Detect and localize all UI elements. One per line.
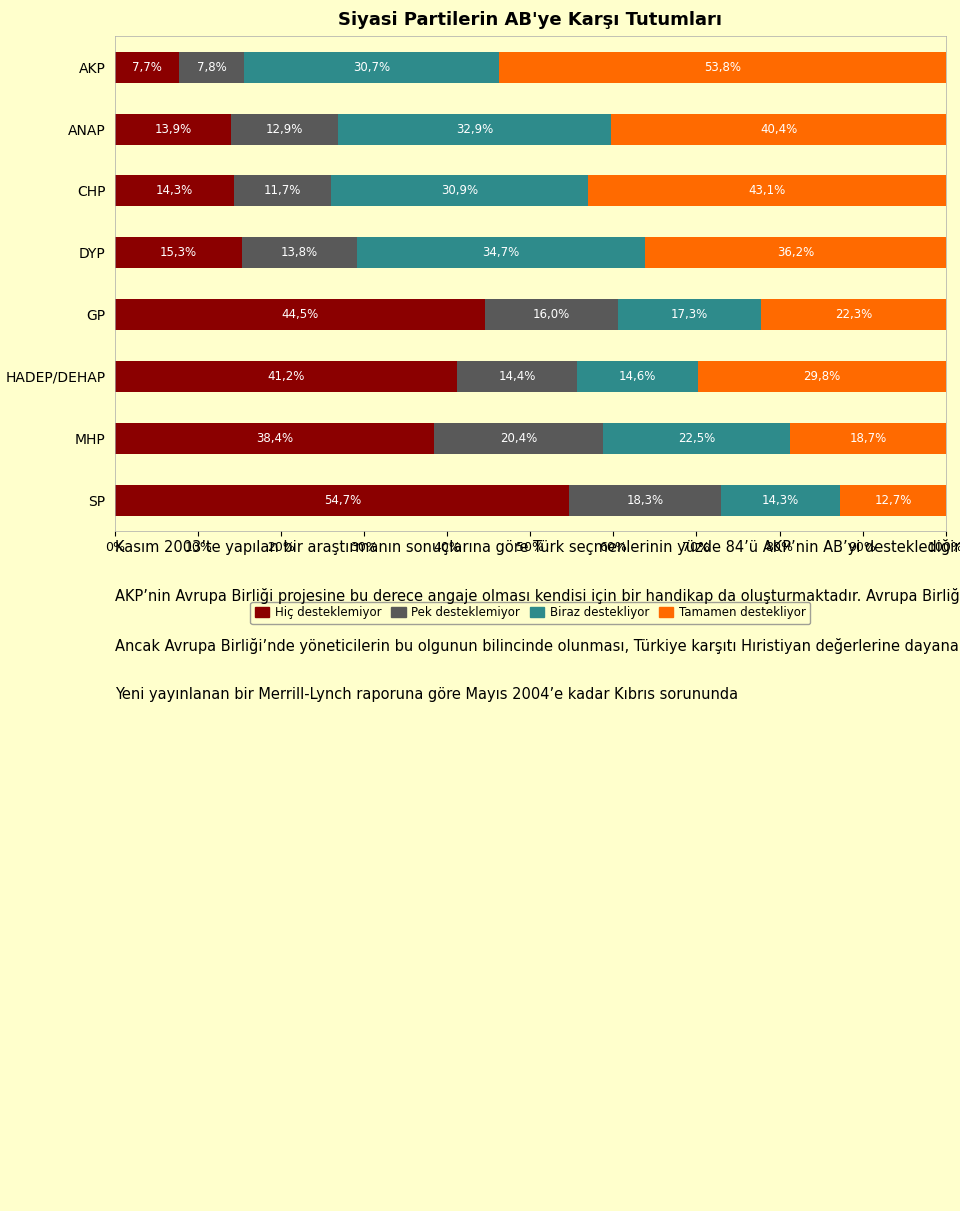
Bar xyxy=(115,299,485,331)
Bar xyxy=(115,423,434,454)
Bar xyxy=(645,237,946,268)
Bar xyxy=(338,114,611,144)
Text: 14,3%: 14,3% xyxy=(762,494,800,506)
Bar xyxy=(457,361,577,392)
Bar xyxy=(115,469,946,530)
Text: 14,4%: 14,4% xyxy=(498,369,536,383)
Text: 16,0%: 16,0% xyxy=(533,308,570,321)
Bar xyxy=(115,160,946,222)
Bar xyxy=(115,36,946,98)
Bar xyxy=(499,52,946,82)
Text: 34,7%: 34,7% xyxy=(482,246,519,259)
Text: Kasım 2003’te yapılan bir araştırmanın sonuçlarına göre Türk seçmenlerinin yüzde: Kasım 2003’te yapılan bir araştırmanın s… xyxy=(115,538,960,702)
Text: 41,2%: 41,2% xyxy=(268,369,305,383)
Bar xyxy=(790,423,946,454)
Bar xyxy=(611,114,947,144)
Bar xyxy=(242,237,357,268)
Text: 22,3%: 22,3% xyxy=(835,308,873,321)
Bar xyxy=(577,361,698,392)
Bar xyxy=(230,114,338,144)
Text: 38,4%: 38,4% xyxy=(256,432,293,444)
Bar xyxy=(180,52,244,82)
Text: 30,9%: 30,9% xyxy=(441,184,478,197)
Bar xyxy=(331,176,588,206)
Text: 12,7%: 12,7% xyxy=(875,494,912,506)
Text: 11,7%: 11,7% xyxy=(264,184,301,197)
Bar xyxy=(761,299,947,331)
Bar xyxy=(485,299,617,331)
Text: 29,8%: 29,8% xyxy=(804,369,841,383)
Text: 20,4%: 20,4% xyxy=(500,432,538,444)
Bar xyxy=(115,52,180,82)
Text: 14,3%: 14,3% xyxy=(156,184,193,197)
Text: 54,7%: 54,7% xyxy=(324,494,361,506)
Text: 15,3%: 15,3% xyxy=(160,246,198,259)
Bar xyxy=(357,237,645,268)
Bar xyxy=(115,345,946,407)
Bar xyxy=(840,484,946,516)
Bar xyxy=(115,484,569,516)
Title: Siyasi Partilerin AB'ye Karşı Tutumları: Siyasi Partilerin AB'ye Karşı Tutumları xyxy=(339,11,723,29)
Text: 43,1%: 43,1% xyxy=(748,184,785,197)
Bar xyxy=(115,361,457,392)
Text: 40,4%: 40,4% xyxy=(760,122,798,136)
Bar xyxy=(115,407,946,469)
Bar xyxy=(115,222,946,283)
Text: 13,9%: 13,9% xyxy=(155,122,192,136)
Bar xyxy=(604,423,790,454)
Bar xyxy=(115,114,230,144)
Text: 14,6%: 14,6% xyxy=(619,369,657,383)
Bar xyxy=(698,361,946,392)
Text: 12,9%: 12,9% xyxy=(266,122,302,136)
Text: 22,5%: 22,5% xyxy=(679,432,715,444)
Bar xyxy=(115,283,946,345)
Text: 44,5%: 44,5% xyxy=(281,308,319,321)
Text: 18,7%: 18,7% xyxy=(850,432,887,444)
Text: 53,8%: 53,8% xyxy=(704,61,741,74)
Text: 36,2%: 36,2% xyxy=(777,246,814,259)
Bar xyxy=(721,484,840,516)
Bar xyxy=(434,423,604,454)
Text: 30,7%: 30,7% xyxy=(353,61,390,74)
Text: 17,3%: 17,3% xyxy=(671,308,708,321)
Text: 7,7%: 7,7% xyxy=(132,61,162,74)
Bar xyxy=(588,176,946,206)
Text: 7,8%: 7,8% xyxy=(197,61,227,74)
Bar xyxy=(569,484,721,516)
Bar xyxy=(115,176,234,206)
Text: 32,9%: 32,9% xyxy=(456,122,493,136)
Text: 18,3%: 18,3% xyxy=(627,494,664,506)
Bar xyxy=(234,176,331,206)
Text: 13,8%: 13,8% xyxy=(281,246,318,259)
Legend: Hiç desteklemiyor, Pek desteklemiyor, Biraz destekliyor, Tamamen destekliyor: Hiç desteklemiyor, Pek desteklemiyor, Bi… xyxy=(251,602,810,624)
Bar xyxy=(244,52,499,82)
Bar xyxy=(115,98,946,160)
Bar xyxy=(115,237,242,268)
Bar xyxy=(617,299,761,331)
